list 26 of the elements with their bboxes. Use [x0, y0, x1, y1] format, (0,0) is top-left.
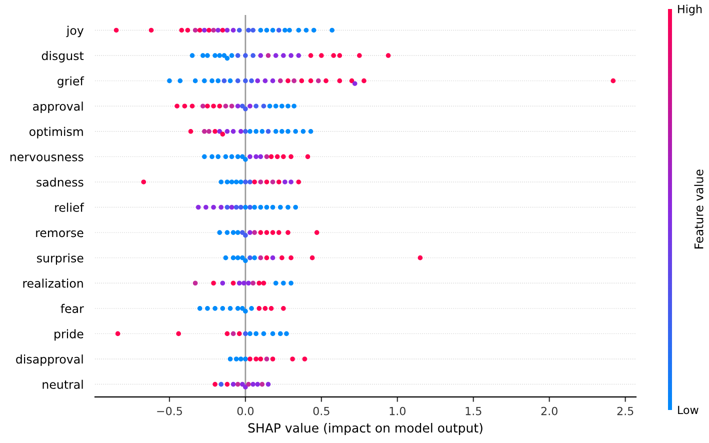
y-tick-label: grief — [58, 76, 84, 88]
y-tick-label: disgust — [42, 51, 84, 62]
y-tick-label: sadness — [36, 177, 84, 187]
y-tick-label: remorse — [36, 230, 84, 238]
x-tick-label: 0.0 — [237, 406, 254, 416]
y-tick-label: optimism — [29, 126, 83, 138]
color-bar-label: Low — [678, 406, 698, 414]
color-bar-title: Feature value — [694, 170, 704, 248]
x-axis-title: SHAP value (impact on model output) — [248, 422, 482, 436]
x-tick-label: 0.5 — [313, 406, 330, 416]
y-tick-label: pride — [54, 329, 84, 341]
y-tick-label: disapproval — [16, 354, 83, 366]
y-tick-label: neutral — [42, 380, 83, 389]
x-tick-label: 1.0 — [390, 406, 406, 416]
y-tick-label: realization — [23, 278, 83, 288]
y-tick-label: nervousness — [10, 154, 84, 162]
x-tick-label: 1.5 — [466, 406, 482, 416]
y-tick-label: fear — [60, 304, 84, 314]
x-tick-label: 2.5 — [617, 406, 634, 416]
y-tick-label: approval — [33, 102, 83, 114]
y-tick-label: relief — [55, 202, 84, 212]
x-tick-label: 2.0 — [541, 406, 558, 416]
color-bar-label: High — [678, 4, 702, 16]
x-tick-label: −0.5 — [157, 406, 182, 416]
y-tick-label: surprise — [37, 253, 84, 265]
y-tick-label: joy — [66, 26, 84, 38]
